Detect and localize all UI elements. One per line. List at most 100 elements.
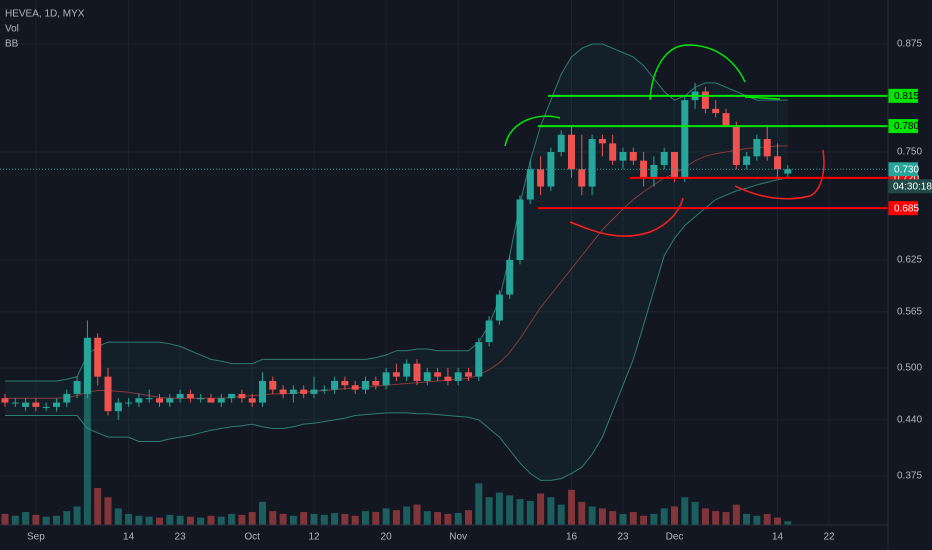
levels: 0.815 0.780 0.720 0.685 0.730 04:30:18 [0, 88, 932, 216]
volume-bar [640, 515, 648, 525]
bb-line [5, 145, 788, 399]
volume-bar [32, 514, 40, 525]
level-tag [888, 88, 918, 103]
volume-bar [94, 488, 102, 525]
volume-bar [691, 501, 699, 525]
level-label: 0.685 [894, 203, 919, 214]
candle-body [568, 134, 575, 170]
volume-bar [331, 512, 339, 525]
countdown-tag [888, 179, 932, 194]
candle-body [671, 152, 678, 178]
y-tick-label: 0.440 [897, 414, 922, 425]
candle-body [557, 134, 565, 152]
countdown-label: 04:30:18 [893, 181, 932, 192]
candle-body [114, 402, 122, 412]
volume-bar [743, 513, 751, 525]
candle-body [320, 389, 328, 391]
volume-bar [362, 511, 369, 525]
candle-body [444, 376, 452, 381]
candle-body [413, 363, 421, 381]
x-tick-label: 14 [772, 532, 784, 543]
volume-bar [372, 512, 380, 525]
candle-body [310, 389, 318, 394]
x-tick-label: 23 [617, 532, 629, 543]
candle-body [135, 398, 143, 403]
candle-body [619, 152, 627, 161]
x-tick-label: 14 [123, 532, 135, 543]
candle-body [11, 402, 19, 404]
level-tag [888, 119, 918, 134]
candle-body [423, 372, 431, 381]
legend-volume: Vol [5, 24, 19, 35]
volume-bar [568, 489, 575, 525]
candle-body [83, 337, 91, 394]
volume-bar [279, 513, 287, 525]
x-tick-label: 23 [175, 532, 187, 543]
candle-body [176, 393, 184, 399]
volume-bar [526, 500, 534, 525]
candle-body [774, 156, 781, 170]
volume-bar [619, 513, 627, 525]
volume [1, 340, 792, 525]
volume-bar [341, 513, 349, 525]
volume-bar [42, 516, 50, 525]
candle-body [732, 126, 740, 165]
candle-body [506, 260, 514, 295]
bb-line [5, 177, 788, 481]
grid [0, 0, 888, 525]
volume-bar [423, 511, 431, 525]
candle-body [289, 389, 297, 394]
candle-body [598, 139, 606, 144]
candle-body [753, 139, 761, 157]
candle-body [104, 376, 112, 412]
volume-bar [228, 513, 236, 525]
candle-body [588, 139, 596, 187]
volume-bar [382, 508, 390, 525]
volume-bar [63, 511, 71, 525]
candle-body [32, 402, 40, 407]
last-price-tag [888, 162, 918, 177]
bb-line [5, 43, 788, 382]
hand-drawings [504, 44, 825, 237]
x-tick-label: 12 [308, 532, 320, 543]
volume-bar [22, 512, 30, 525]
volume-bar [104, 497, 112, 525]
candle-body [392, 372, 400, 377]
volume-bar [650, 513, 658, 525]
drawing [744, 96, 781, 100]
volume-bar [444, 513, 452, 525]
volume-bar [753, 515, 761, 525]
candle-body [145, 398, 153, 400]
candle-body [784, 169, 792, 174]
volume-bar [114, 508, 122, 525]
candle-body [248, 398, 256, 403]
volume-bar [609, 511, 617, 525]
volume-bar [506, 495, 514, 525]
y-tick-label: 0.375 [897, 471, 922, 482]
candle-body [1, 398, 9, 403]
volume-bar [413, 504, 421, 525]
candle-body [63, 393, 71, 403]
volume-bar [681, 497, 689, 525]
x-tick-label: Oct [244, 532, 260, 543]
candle-body [701, 91, 709, 109]
candles [1, 82, 792, 420]
volume-bar [176, 515, 184, 525]
volume-bar [671, 506, 678, 525]
volume-bar [53, 515, 60, 525]
volume-bar [197, 517, 205, 525]
volume-bar [547, 497, 555, 525]
candle-body [640, 160, 648, 178]
candle-body [341, 380, 349, 386]
volume-bar [434, 512, 442, 525]
volume-bar [557, 504, 565, 525]
volume-bar [11, 515, 19, 525]
candle-body [382, 372, 390, 386]
volume-bar [310, 513, 318, 525]
candle-body [362, 380, 369, 390]
drawing [504, 115, 561, 147]
candle-body [660, 152, 668, 165]
candle-body [372, 380, 380, 386]
volume-bar [156, 517, 163, 525]
volume-bar [475, 483, 483, 525]
